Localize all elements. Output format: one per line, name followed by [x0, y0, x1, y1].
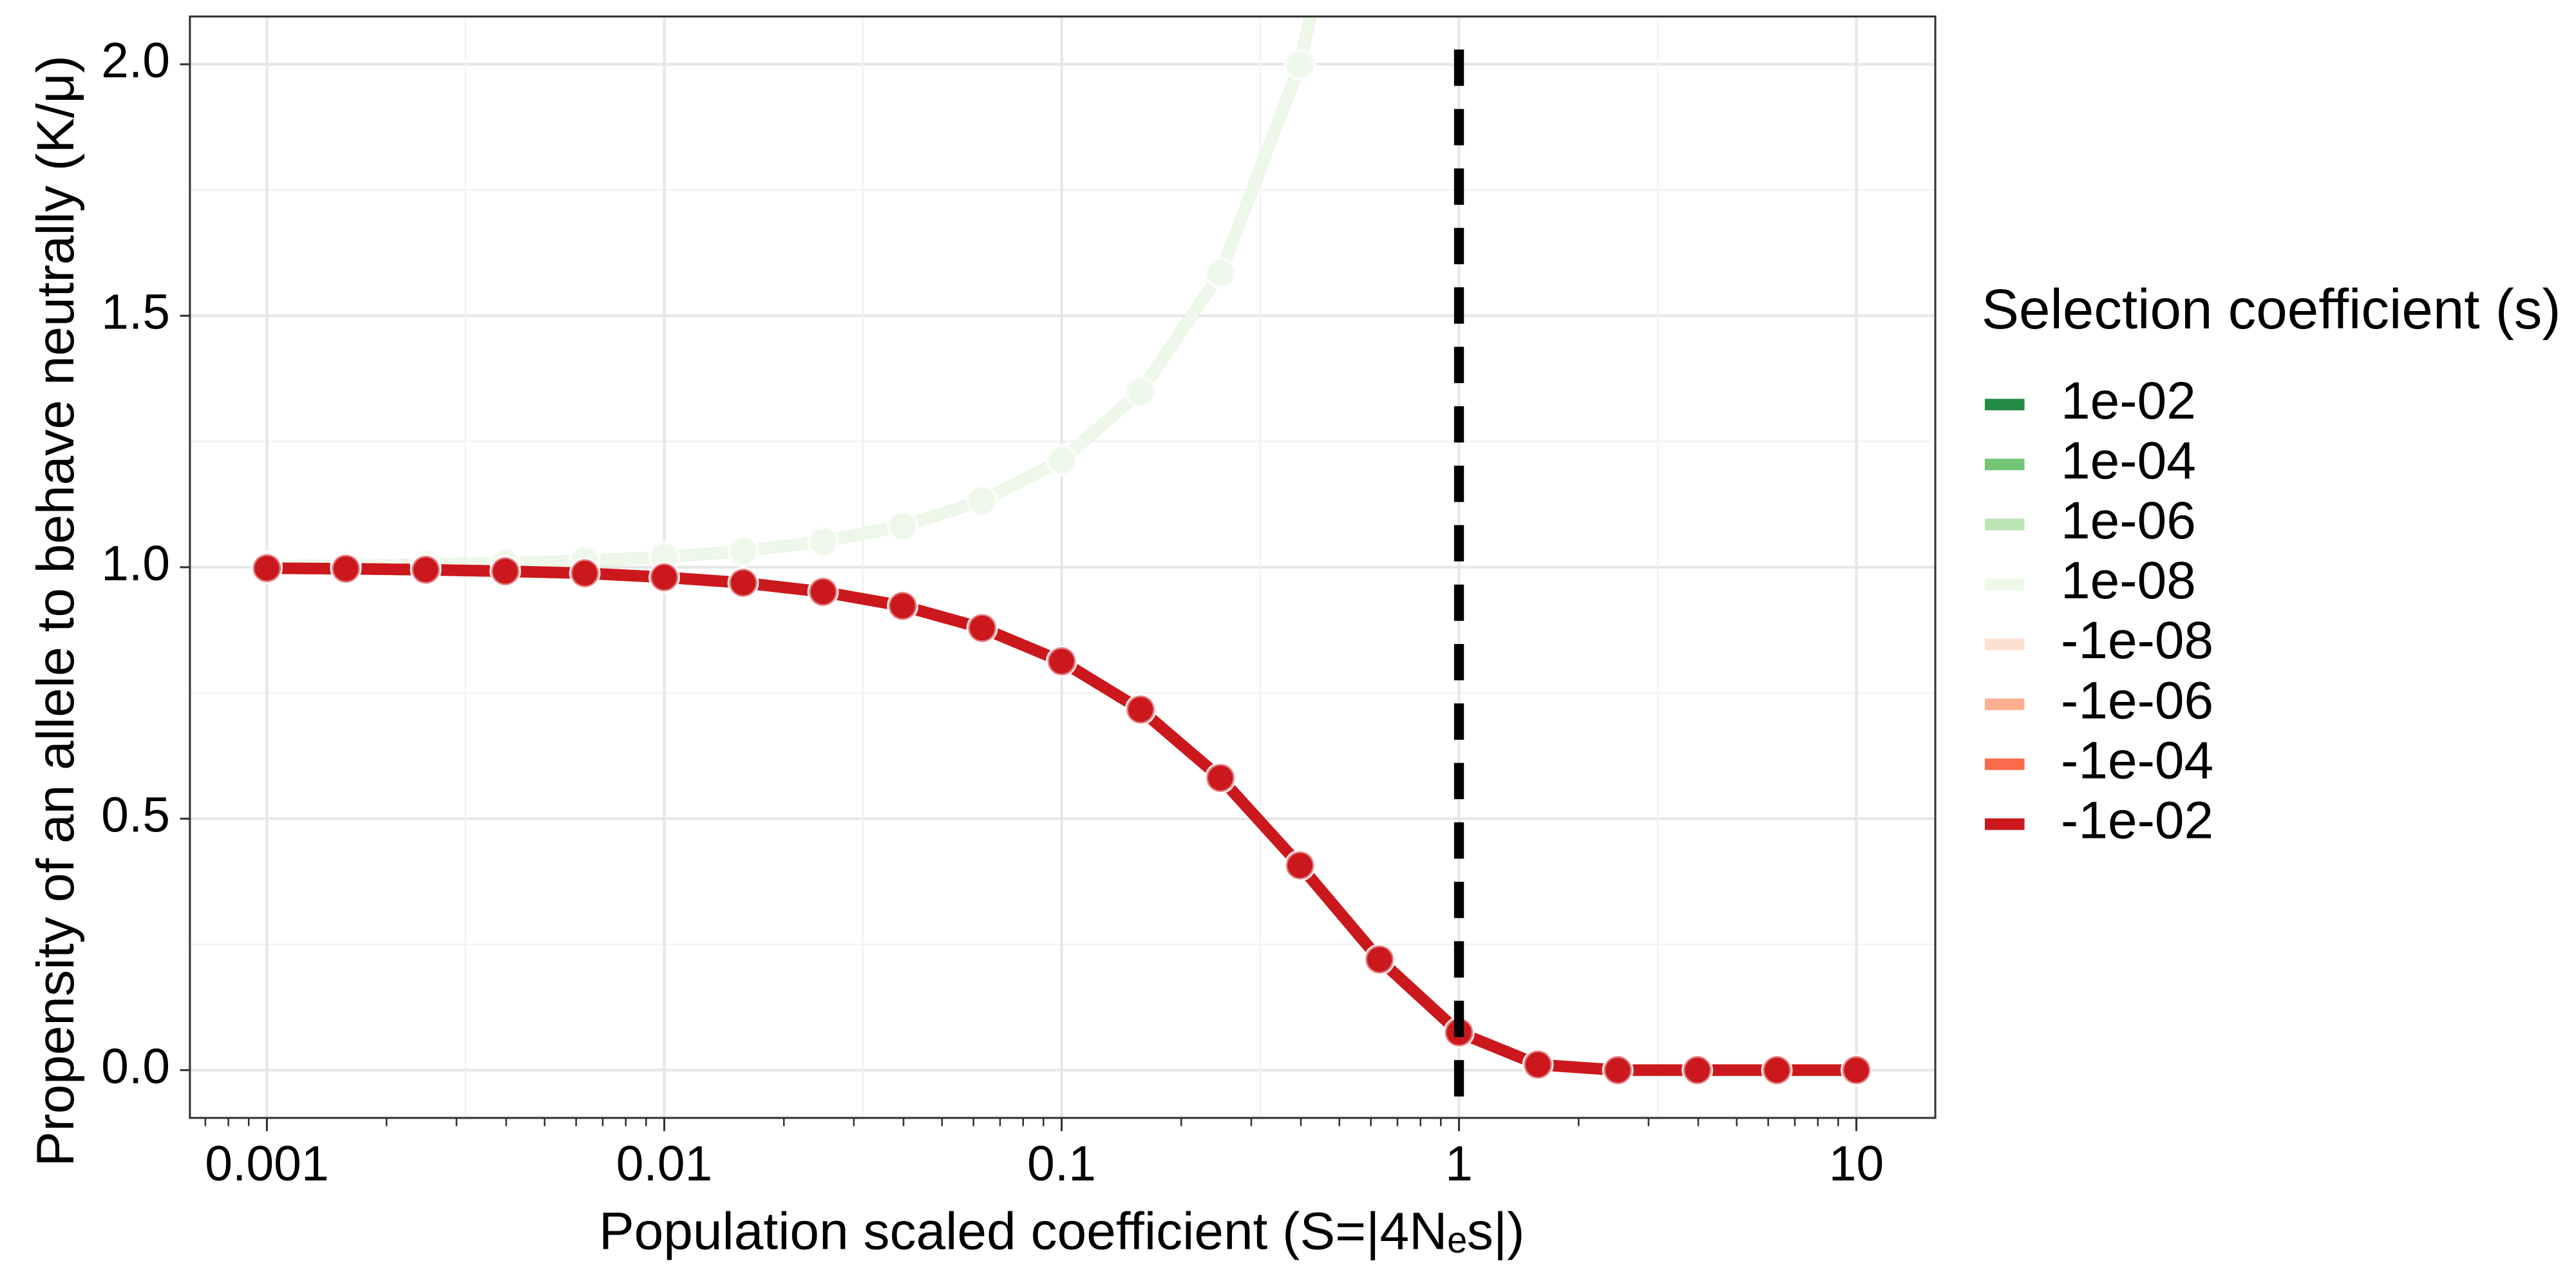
data-point: [1363, 943, 1396, 976]
legend-label: -1e-02: [2061, 791, 2213, 849]
legend-label: -1e-04: [2061, 731, 2213, 790]
data-point: [1284, 49, 1316, 80]
legend-label: -1e-06: [2061, 671, 2213, 730]
data-point: [966, 612, 998, 644]
legend: Selection coefficient (s) 1e-021e-041e-0…: [1982, 278, 2561, 849]
data-point: [330, 553, 362, 585]
data-point: [1124, 375, 1157, 408]
data-point: [489, 555, 521, 587]
data-point: [1204, 762, 1236, 794]
x-tick-label: 0.01: [616, 1136, 713, 1191]
data-point: [807, 526, 839, 558]
data-point: [1124, 694, 1157, 726]
legend-title: Selection coefficient (s): [1982, 278, 2561, 341]
y-axis-label: Propensity of an allele to behave neutra…: [26, 55, 85, 1167]
data-point: [1602, 1054, 1634, 1086]
legend-label: -1e-08: [2061, 611, 2213, 670]
data-point: [1284, 849, 1316, 882]
data-point: [569, 557, 601, 589]
legend-label: 1e-08: [2061, 551, 2196, 610]
legend-label: 1e-02: [2061, 372, 2196, 430]
data-point: [727, 535, 759, 567]
data-point: [727, 567, 759, 599]
x-tick-label: 0.001: [205, 1136, 328, 1191]
data-point: [966, 485, 998, 517]
data-point: [1522, 1048, 1554, 1081]
data-point: [1046, 645, 1077, 677]
data-point: [1046, 444, 1077, 476]
data-point: [410, 554, 442, 586]
data-point: [1681, 1054, 1714, 1086]
x-tick-label: 10: [1829, 1136, 1884, 1191]
x-tick-label: 1: [1445, 1136, 1473, 1191]
data-point: [807, 576, 839, 608]
plot-lines: [251, 16, 1872, 1118]
data-point: [1761, 1054, 1793, 1086]
legend-label: 1e-06: [2061, 491, 2196, 550]
y-tick-label: 1.5: [101, 285, 170, 340]
x-tick-label: 0.1: [1027, 1136, 1096, 1191]
data-point: [649, 562, 680, 593]
y-tick-label: 0.5: [101, 788, 170, 843]
data-point: [887, 590, 918, 622]
x-axis-label: Population scaled coefficient (S=|4Nₑs|): [599, 1202, 1525, 1261]
y-tick-label: 1.0: [101, 536, 170, 591]
data-point: [1204, 257, 1236, 289]
axes: 0.0 0.5 1.0 1.5 2.0 0.001 0.01 0.1 1 10: [101, 33, 1884, 1191]
legend-label: 1e-04: [2061, 431, 2196, 490]
y-tick-label: 2.0: [101, 33, 170, 88]
data-point: [887, 510, 918, 542]
data-point: [251, 552, 283, 584]
y-tick-label: 0.0: [101, 1039, 170, 1094]
data-point: [1841, 1054, 1872, 1086]
